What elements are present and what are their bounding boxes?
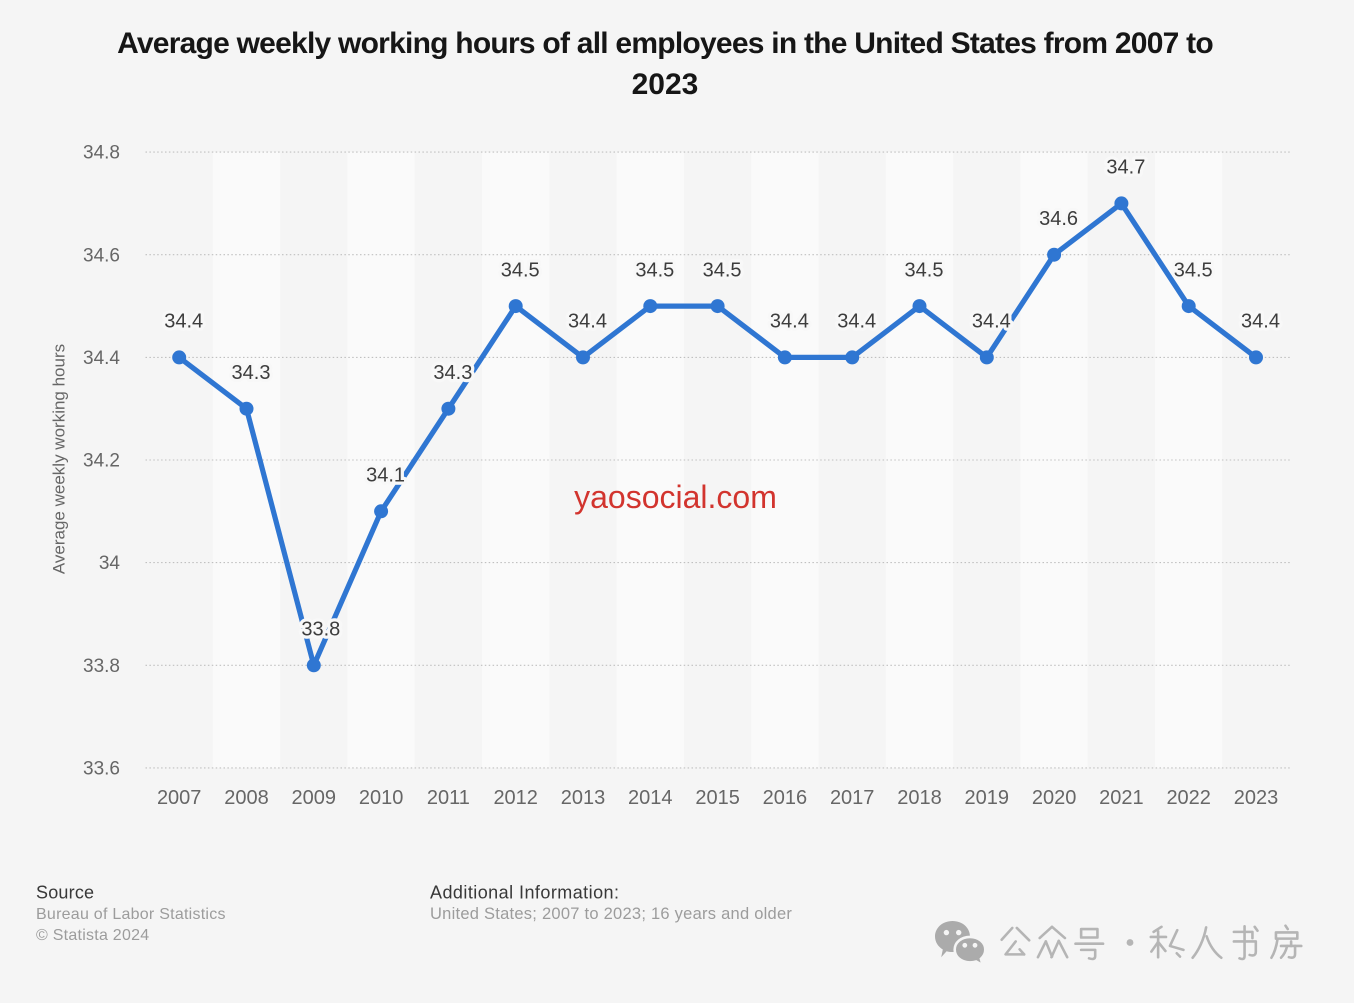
svg-text:2012: 2012 xyxy=(493,787,538,809)
svg-text:34.5: 34.5 xyxy=(635,259,674,281)
svg-text:34.4: 34.4 xyxy=(837,311,876,333)
svg-text:United States; 2007 to 2023; 1: United States; 2007 to 2023; 16 years an… xyxy=(430,905,792,923)
svg-text:34.4: 34.4 xyxy=(568,311,607,333)
svg-text:© Statista 2024: © Statista 2024 xyxy=(36,927,149,944)
svg-text:2008: 2008 xyxy=(224,787,269,809)
svg-text:33.6: 33.6 xyxy=(83,759,120,780)
svg-text:34.8: 34.8 xyxy=(83,143,120,164)
svg-text:2019: 2019 xyxy=(965,787,1010,809)
svg-text:Average weekly working hours o: Average weekly working hours of all empl… xyxy=(117,27,1213,60)
svg-text:34.6: 34.6 xyxy=(1039,208,1078,230)
svg-text:34: 34 xyxy=(99,553,121,574)
svg-text:2023: 2023 xyxy=(1234,787,1279,809)
svg-text:2010: 2010 xyxy=(359,787,404,809)
svg-text:33.8: 33.8 xyxy=(301,619,340,641)
svg-text:34.3: 34.3 xyxy=(433,362,472,384)
svg-text:34.5: 34.5 xyxy=(905,259,944,281)
svg-text:2018: 2018 xyxy=(897,787,942,809)
svg-text:34.5: 34.5 xyxy=(501,259,540,281)
svg-text:34.1: 34.1 xyxy=(366,465,405,487)
svg-text:34.6: 34.6 xyxy=(83,245,120,266)
svg-text:Source: Source xyxy=(36,883,94,903)
svg-text:34.5: 34.5 xyxy=(1174,259,1213,281)
svg-text:2021: 2021 xyxy=(1099,787,1144,809)
svg-text:Bureau of Labor Statistics: Bureau of Labor Statistics xyxy=(36,906,226,923)
svg-text:2009: 2009 xyxy=(292,787,337,809)
svg-text:2015: 2015 xyxy=(695,787,740,809)
svg-text:34.4: 34.4 xyxy=(83,348,120,369)
svg-text:34.4: 34.4 xyxy=(972,311,1011,333)
svg-text:yaosocial.com: yaosocial.com xyxy=(574,479,777,515)
svg-text:2020: 2020 xyxy=(1032,787,1077,809)
svg-text:34.4: 34.4 xyxy=(1241,311,1280,333)
svg-text:34.7: 34.7 xyxy=(1106,157,1145,179)
svg-text:2014: 2014 xyxy=(628,787,673,809)
svg-text:2023: 2023 xyxy=(632,68,699,101)
svg-text:2011: 2011 xyxy=(427,787,470,809)
svg-text:34.3: 34.3 xyxy=(232,362,271,384)
svg-text:34.4: 34.4 xyxy=(770,311,809,333)
svg-text:2022: 2022 xyxy=(1166,787,1211,809)
svg-text:2017: 2017 xyxy=(830,787,875,809)
svg-text:33.8: 33.8 xyxy=(83,656,120,677)
svg-text:34.4: 34.4 xyxy=(164,311,203,333)
svg-text:2016: 2016 xyxy=(763,787,808,809)
svg-text:2013: 2013 xyxy=(561,787,606,809)
svg-text:Additional Information:: Additional Information: xyxy=(430,883,619,903)
svg-text:34.5: 34.5 xyxy=(703,259,742,281)
svg-text:2007: 2007 xyxy=(157,787,202,809)
svg-text:Average weekly working hours: Average weekly working hours xyxy=(50,344,69,574)
svg-text:34.2: 34.2 xyxy=(83,451,120,472)
